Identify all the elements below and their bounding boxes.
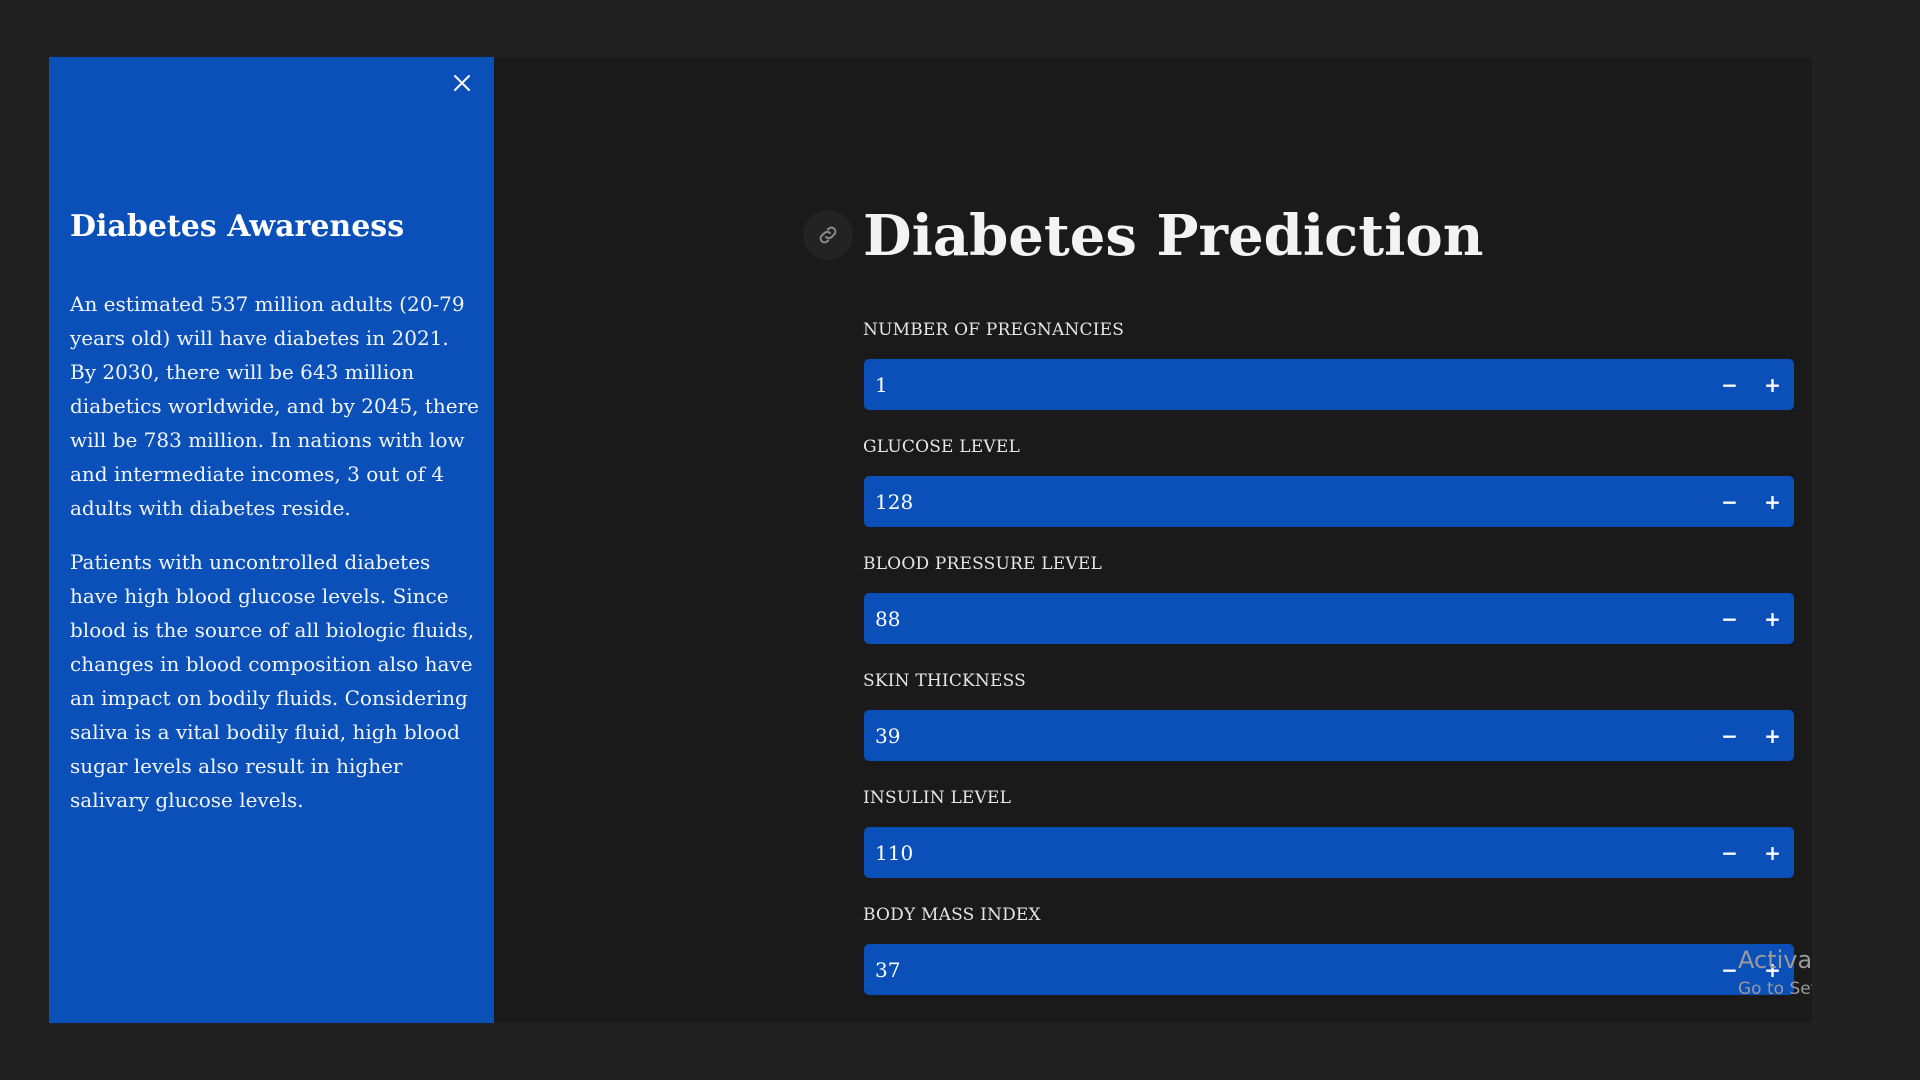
sidebar-paragraph: An estimated 537 million adults (20-79 y…	[70, 292, 479, 520]
app-window: Diabetes Awareness An estimated 537 mill…	[49, 57, 1812, 1023]
link-icon	[819, 226, 837, 244]
page-title: Diabetes Prediction	[863, 203, 1484, 269]
insulin-input[interactable]: 110	[875, 840, 914, 865]
skin-thickness-stepper: 39 − +	[864, 710, 1794, 761]
main-content: Diabetes Prediction NUMBER OF PREGNANCIE…	[494, 57, 1812, 1023]
pregnancies-stepper: 1 − +	[864, 359, 1794, 410]
watermark-subtitle: Go to Settings	[1738, 979, 1812, 999]
sidebar-paragraph: Patients with uncontrolled diabetes have…	[70, 550, 475, 812]
anchor-link-button[interactable]	[803, 210, 853, 260]
watermark-title: Activate W	[1738, 946, 1812, 974]
sidebar: Diabetes Awareness An estimated 537 mill…	[49, 57, 494, 1023]
blood-pressure-input[interactable]: 88	[875, 606, 901, 631]
field-label-skin-thickness: SKIN THICKNESS	[863, 671, 1027, 691]
field-label-blood-pressure: BLOOD PRESSURE LEVEL	[863, 554, 1102, 574]
skin-thickness-input[interactable]: 39	[875, 723, 901, 748]
bmi-stepper: 37 − +	[864, 944, 1794, 995]
decrement-button[interactable]: −	[1721, 723, 1738, 748]
field-label-pregnancies: NUMBER OF PREGNANCIES	[863, 320, 1125, 340]
increment-button[interactable]: +	[1764, 840, 1781, 865]
decrement-button[interactable]: −	[1721, 606, 1738, 631]
activation-watermark: Activate W Go to Settings	[1738, 945, 1812, 1001]
decrement-button[interactable]: −	[1721, 957, 1738, 982]
increment-button[interactable]: +	[1764, 489, 1781, 514]
blood-pressure-stepper: 88 − +	[864, 593, 1794, 644]
field-label-glucose: GLUCOSE LEVEL	[863, 437, 1020, 457]
close-sidebar-button[interactable]	[449, 70, 475, 96]
insulin-stepper: 110 − +	[864, 827, 1794, 878]
glucose-input[interactable]: 128	[875, 489, 914, 514]
pregnancies-input[interactable]: 1	[875, 372, 888, 397]
decrement-button[interactable]: −	[1721, 372, 1738, 397]
increment-button[interactable]: +	[1764, 606, 1781, 631]
decrement-button[interactable]: −	[1721, 840, 1738, 865]
field-label-insulin: INSULIN LEVEL	[863, 788, 1012, 808]
glucose-stepper: 128 − +	[864, 476, 1794, 527]
increment-button[interactable]: +	[1764, 372, 1781, 397]
decrement-button[interactable]: −	[1721, 489, 1738, 514]
field-label-bmi: BODY MASS INDEX	[863, 905, 1041, 925]
increment-button[interactable]: +	[1764, 723, 1781, 748]
sidebar-title: Diabetes Awareness	[70, 209, 405, 244]
close-icon	[454, 75, 470, 91]
increment-button[interactable]: +	[1764, 957, 1781, 982]
bmi-input[interactable]: 37	[875, 957, 901, 982]
